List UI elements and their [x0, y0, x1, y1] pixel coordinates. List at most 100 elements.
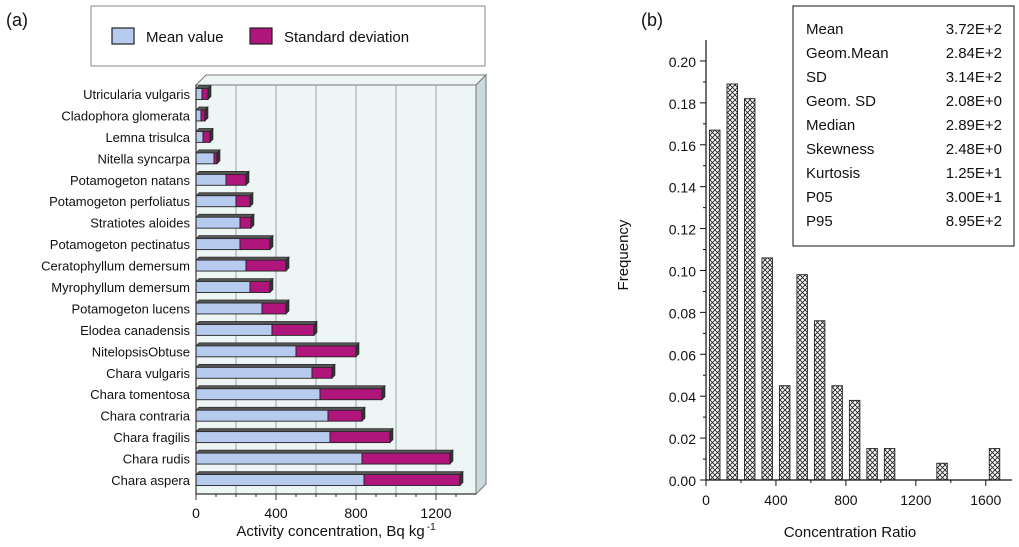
y-tick-label-b: 0.10 [669, 263, 696, 279]
bar-sd [213, 152, 218, 165]
bar-mean [195, 409, 329, 422]
panel-b-label: (b) [641, 10, 663, 30]
bar-side-face [207, 84, 212, 101]
category-labels-a: Utricularia vulgaris Cladophora glomerata… [41, 87, 191, 488]
x-tick-label-a: 0 [192, 505, 200, 521]
category-label: Chara rudis [123, 452, 191, 467]
y-tick-label-b: 0.02 [669, 431, 696, 447]
bar-mean [195, 281, 251, 293]
category-label: Chara tomentosa [90, 387, 190, 402]
stat-label: SD [806, 69, 827, 86]
bar-top-face [195, 278, 274, 282]
stat-value: 2.48E+0 [946, 141, 1002, 158]
bar-side-face [245, 170, 250, 187]
legend-box [90, 5, 486, 67]
bar-side-face [361, 406, 366, 422]
category-label: Stratiotes aloides [90, 216, 190, 231]
bar-side-face [459, 470, 464, 487]
panel-a-label: (a) [6, 10, 28, 30]
bar-side-face [269, 277, 274, 294]
legend-swatch-mean [111, 27, 135, 45]
category-label: Lemna trisulca [105, 130, 190, 145]
bar-side-face [269, 234, 274, 251]
stat-value: 3.14E+2 [946, 69, 1002, 86]
category-label: Elodea canadensis [80, 323, 190, 338]
bar-mean [195, 431, 331, 444]
bar-sd [295, 345, 357, 358]
y-tick-label-b: 0.18 [669, 96, 696, 112]
stat-value: 2.08E+0 [946, 93, 1002, 110]
stat-label: Geom. SD [806, 93, 876, 110]
category-label: Potamogeton natans [70, 173, 190, 188]
bar-sd [235, 195, 251, 208]
bar-mean [195, 195, 237, 208]
bar-side-face [313, 320, 318, 337]
bar-sd [319, 388, 383, 401]
bar-sd [249, 281, 271, 293]
bar-side-face [331, 363, 336, 380]
bar-mean [195, 216, 241, 229]
stat-value: 3.00E+1 [946, 189, 1002, 206]
bar-side-face [216, 149, 221, 165]
stat-label: Kurtosis [806, 165, 860, 182]
bar-sd [271, 323, 315, 336]
bar-mean [195, 130, 204, 143]
x-axis-title-a-text: Activity concentration, Bq kg [236, 523, 424, 540]
category-label: Potamogeton lucens [71, 301, 190, 316]
bar-top-face [195, 235, 274, 239]
bar-top-face [195, 149, 221, 154]
bar-sd [200, 109, 206, 122]
bars-a [195, 84, 464, 487]
bar-sd [327, 409, 363, 422]
x-tick-label-b: 400 [764, 492, 788, 508]
x-tick-label-b: 0 [702, 492, 710, 508]
category-label: Chara contraria [100, 409, 190, 424]
category-label: Utricularia vulgaris [83, 87, 190, 102]
histogram-bar [988, 448, 1001, 481]
bar-top-face [195, 471, 464, 475]
bar-sd [361, 452, 451, 465]
bar-top-face [195, 321, 318, 325]
legend: Mean value Standard deviation [90, 5, 486, 67]
category-label: Potamogeton pectinatus [50, 237, 191, 252]
histogram-bar [831, 385, 843, 481]
stat-label: P95 [806, 213, 833, 230]
bar-top-face [195, 192, 254, 197]
bar-top-face [195, 299, 290, 304]
histogram-bar [761, 257, 773, 481]
bar-mean [195, 259, 247, 272]
bar-side-face [285, 256, 290, 272]
stat-value: 3.72E+2 [946, 21, 1002, 38]
category-label: Myrophyllum demersum [51, 280, 190, 295]
histogram-bar [744, 98, 756, 481]
histogram-bar [883, 448, 896, 481]
panel-a-chart: (a) Mean value Standard deviation Utricu… [6, 5, 488, 540]
bar-top-face [195, 170, 250, 175]
bars-b [709, 83, 1001, 481]
y-tick-label-b: 0.12 [669, 222, 696, 238]
category-label: Chara vulgaris [106, 366, 190, 381]
histogram-bar [848, 399, 861, 481]
y-tick-label-b: 0.04 [669, 389, 696, 405]
x-axis-title-a-sup: -1 [427, 522, 436, 533]
x-tick-label-b: 800 [834, 492, 858, 508]
bar-side-face [449, 449, 454, 465]
stat-value: 2.89E+2 [946, 117, 1002, 134]
bar-top-face [195, 213, 255, 218]
gridlines-a [235, 85, 437, 494]
x-tick-label-b: 1600 [970, 492, 1001, 508]
bar-sd [363, 474, 461, 486]
bar-mean [195, 152, 215, 165]
histogram-bar [813, 320, 826, 481]
histogram-bar [709, 129, 721, 481]
histogram-bar [796, 274, 808, 481]
plot-top-face [194, 74, 488, 86]
stat-label: Mean [806, 21, 844, 38]
bar-mean [195, 452, 363, 465]
x-ticks-b: 0 400 800 1200 1600 [702, 480, 1002, 508]
bar-top-face [195, 449, 454, 454]
histogram-bar [778, 385, 791, 481]
legend-label-mean: Mean value [146, 29, 224, 46]
bar-sd [225, 173, 247, 186]
